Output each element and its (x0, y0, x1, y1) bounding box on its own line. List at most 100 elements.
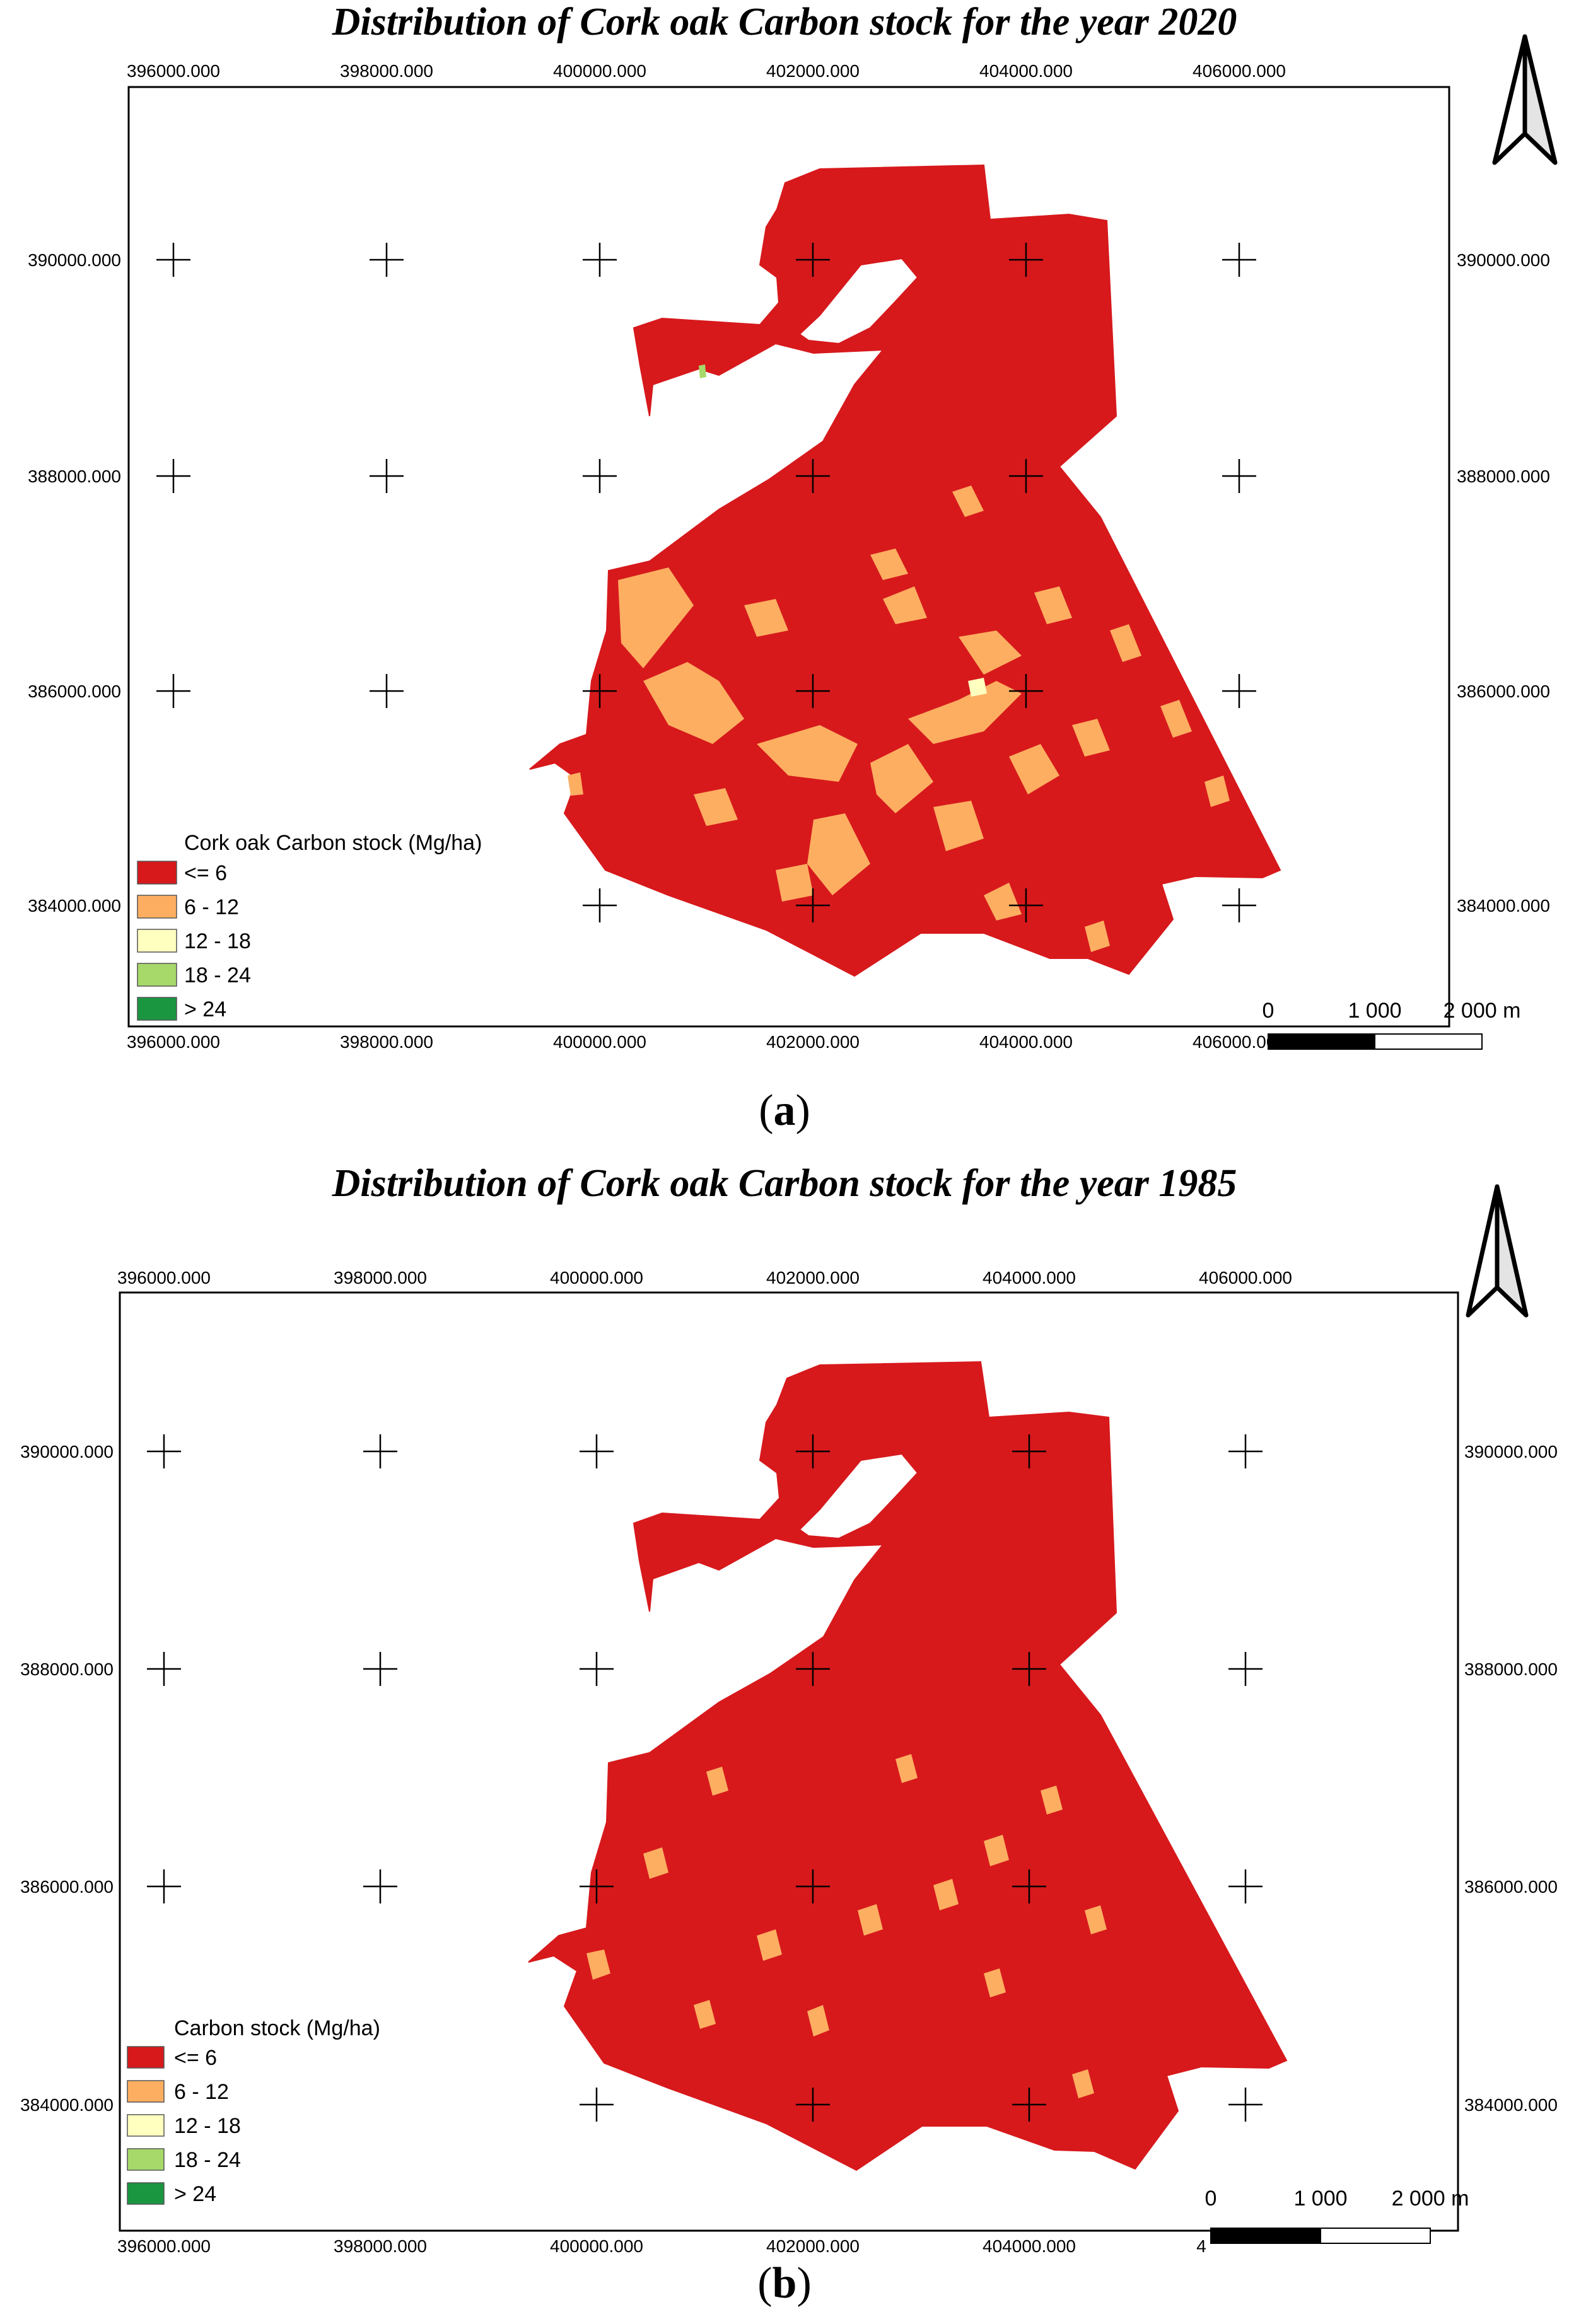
scale-label: 2 000 m (1392, 2187, 1469, 2211)
x-ticks-top: 396000.000 398000.000 400000.000 402000.… (117, 1268, 1292, 1287)
crosshair-icon (1222, 459, 1256, 493)
scale-label: 0 (1205, 2187, 1217, 2211)
y-tick-label: 384000.000 (28, 896, 121, 915)
crosshair-icon (1009, 243, 1043, 277)
crosshair-icon (1009, 459, 1043, 493)
x-tick-label: 406000.000 (1193, 61, 1286, 81)
y-tick-label: 384000.000 (1457, 896, 1550, 915)
panel-label: (b) (757, 2259, 812, 2308)
x-tick-label: 404000.000 (979, 61, 1073, 81)
legend-swatch (127, 2182, 165, 2205)
crosshair-icon (156, 243, 190, 277)
crosshair-icon (583, 243, 617, 277)
crosshair-icon (796, 243, 830, 277)
panel-label: (a) (759, 1086, 810, 1135)
map-figure: 396000.000 398000.000 400000.000 402000.… (20, 1184, 1558, 2256)
legend-label: > 24 (174, 2182, 216, 2206)
legend-swatch (127, 2080, 165, 2103)
crosshair-icon (370, 243, 404, 277)
x-ticks-bottom: 396000.000 398000.000 400000.000 402000.… (127, 1032, 1286, 1052)
x-tick-label: 404000.000 (983, 1268, 1076, 1287)
crosshair-icon (1222, 888, 1256, 922)
grid-crosshairs (156, 243, 1256, 922)
y-tick-label: 386000.000 (20, 1877, 114, 1897)
scale-bar: 0 1 000 2 000 m (1205, 2187, 1469, 2244)
y-tick-label: 388000.000 (20, 1659, 114, 1679)
x-tick-label: 396000.000 (117, 1268, 211, 1287)
legend-label: 18 - 24 (184, 963, 251, 987)
crosshair-icon (796, 1652, 830, 1686)
legend-label: 18 - 24 (174, 2148, 241, 2172)
y-ticks-left: 390000.000 388000.000 386000.000 384000.… (28, 250, 121, 915)
grid-crosshairs (147, 1434, 1263, 2122)
x-tick-label: 400000.000 (550, 1268, 643, 1287)
legend-label: <= 6 (174, 2046, 217, 2070)
x-tick-label: 404000.000 (983, 2236, 1076, 2256)
y-tick-label: 386000.000 (28, 682, 121, 701)
x-tick-label: 398000.000 (340, 61, 433, 81)
crosshair-icon (1228, 1869, 1263, 1903)
map-title: Distribution of Cork oak Carbon stock fo… (332, 1162, 1237, 1205)
crosshair-icon (1228, 1434, 1263, 1468)
legend-label: 6 - 12 (184, 895, 239, 919)
x-tick-label: 404000.000 (979, 1032, 1073, 1052)
class-6-12-patches (586, 1754, 1107, 2098)
x-tick-label: 402000.000 (766, 2236, 860, 2256)
crosshair-icon (580, 1869, 614, 1903)
legend-swatch (137, 861, 177, 885)
y-tick-label: 386000.000 (1464, 1877, 1558, 1897)
y-tick-label: 388000.000 (28, 467, 121, 486)
scale-segment (1268, 1033, 1375, 1050)
crosshair-icon (796, 888, 830, 922)
crosshair-icon (363, 1434, 397, 1468)
crosshair-icon (580, 1652, 614, 1686)
north-arrow-icon (1492, 34, 1558, 165)
legend-swatch (127, 2046, 165, 2069)
crosshair-icon (580, 1434, 614, 1468)
legend-swatch (127, 2148, 165, 2171)
crosshair-icon (1009, 674, 1043, 708)
study-area (528, 1361, 1288, 2171)
crosshair-icon (370, 459, 404, 493)
x-tick-label: 402000.000 (766, 1268, 860, 1287)
study-area (529, 164, 1281, 977)
legend-label: 12 - 18 (174, 2114, 241, 2138)
crosshair-icon (1222, 243, 1256, 277)
class-18-24-patches (699, 364, 706, 378)
x-ticks-top: 396000.000 398000.000 400000.000 402000.… (127, 61, 1286, 81)
scale-bar: 0 1 000 2 000 m (1263, 999, 1520, 1050)
legend-title: Cork oak Carbon stock (Mg/ha) (184, 831, 482, 855)
x-tick-label: 396000.000 (127, 1032, 220, 1052)
map-panel-2020: Distribution of Cork oak Carbon stock fo… (0, 0, 1569, 1154)
crosshair-icon (363, 1869, 397, 1903)
crosshair-icon (583, 459, 617, 493)
legend-swatch (137, 895, 177, 919)
scale-label: 1 000 (1348, 999, 1401, 1023)
crosshair-icon (147, 1652, 181, 1686)
crosshair-icon (580, 2088, 614, 2122)
legend: Cork oak Carbon stock (Mg/ha) <= 6 6 - 1… (137, 831, 482, 1021)
crosshair-icon (583, 674, 617, 708)
legend-label: 12 - 18 (184, 929, 251, 953)
x-tick-label: 4 (1196, 2236, 1206, 2256)
y-tick-label: 390000.000 (20, 1442, 114, 1461)
x-tick-label: 406000.000 (1199, 1268, 1292, 1287)
crosshair-icon (156, 674, 190, 708)
legend-label: <= 6 (184, 861, 227, 885)
y-tick-label: 384000.000 (1464, 2095, 1558, 2115)
class-12-18-patches (968, 678, 987, 697)
crosshair-icon (1012, 1869, 1046, 1903)
legend-label: > 24 (184, 997, 226, 1021)
crosshair-icon (363, 1652, 397, 1686)
y-tick-label: 390000.000 (1464, 1442, 1558, 1461)
x-tick-label: 398000.000 (340, 1032, 433, 1052)
map-panel-1985: Distribution of Cork oak Carbon stock fo… (0, 1154, 1569, 2324)
y-ticks-right: 390000.000 388000.000 386000.000 384000.… (1464, 1442, 1558, 2115)
x-tick-label: 400000.000 (553, 61, 646, 81)
legend-title: Carbon stock (Mg/ha) (174, 2016, 380, 2040)
y-ticks-left: 390000.000 388000.000 386000.000 384000.… (20, 1442, 114, 2115)
x-tick-label: 402000.000 (766, 61, 860, 81)
crosshair-icon (156, 459, 190, 493)
crosshair-icon (796, 1869, 830, 1903)
legend-swatch (127, 2114, 165, 2137)
